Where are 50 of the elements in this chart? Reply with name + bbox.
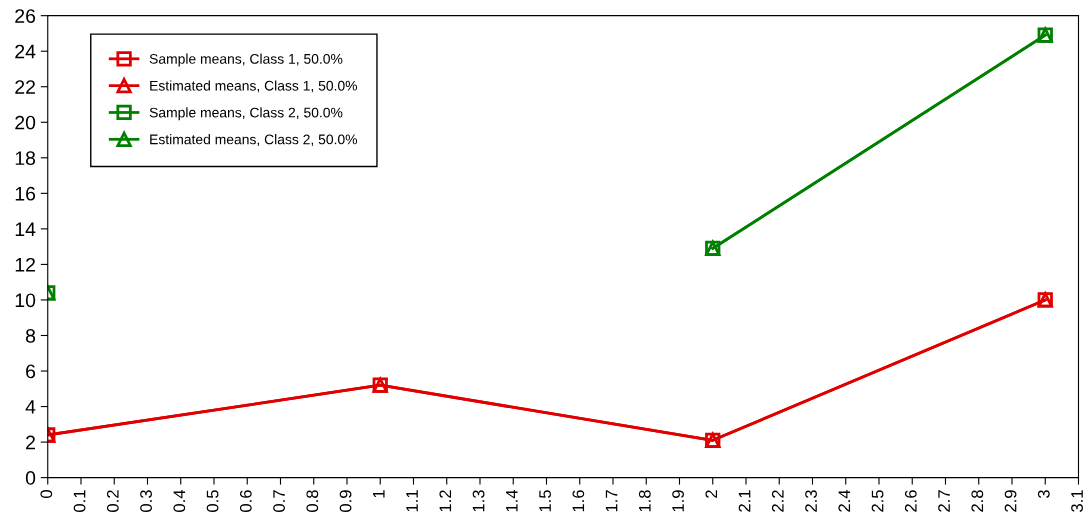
y-tick-label: 18 (15, 151, 36, 166)
x-tick-label: 2.4 (838, 489, 851, 512)
y-tick-label: 0 (25, 471, 36, 485)
x-tick-label: 0.3 (140, 490, 152, 512)
x-tick-label: 2 (705, 490, 718, 498)
y-tick-label: 24 (15, 44, 36, 59)
x-tick-label: 0.8 (306, 490, 319, 512)
x-tick-label: 3.1 (1071, 490, 1083, 512)
y-tick-label: 2 (26, 435, 35, 450)
x-tick-label: 2.7 (938, 490, 950, 512)
legend-label: Estimated means, Class 2, 50.0% (150, 134, 358, 146)
legend-label: Sample means, Class 1, 50.0% (149, 53, 343, 67)
x-tick-label: 2.5 (871, 490, 884, 512)
y-tick-label: 14 (15, 222, 36, 236)
x-tick-label: 0.7 (273, 490, 285, 512)
x-tick-label: 2.6 (904, 490, 917, 512)
y-tick-label: 16 (15, 186, 36, 201)
x-tick-label: 0.9 (339, 490, 352, 512)
legend-label: Sample means, Class 2, 50.0% (149, 107, 343, 121)
x-tick-label: 0.5 (206, 490, 219, 512)
x-tick-label: 0.6 (239, 490, 252, 512)
x-tick-label: 2.9 (1004, 490, 1017, 512)
y-tick-label: 22 (15, 80, 35, 94)
x-tick-label: 1.3 (472, 490, 485, 512)
x-tick-label: 0.4 (173, 489, 186, 512)
x-tick-label: 1.1 (406, 490, 418, 512)
x-tick-label: 2.2 (771, 490, 784, 512)
y-tick-label: 4 (25, 400, 36, 414)
y-tick-label: 8 (25, 328, 36, 343)
x-tick-label: 3 (1037, 490, 1050, 499)
x-tick-label: 2.8 (971, 490, 984, 512)
x-tick-label: 1.9 (672, 490, 684, 512)
y-tick-label: 6 (26, 364, 36, 379)
x-tick-label: 1.8 (638, 490, 651, 512)
y-tick-label: 12 (15, 257, 35, 272)
x-tick-label: 1 (373, 490, 385, 498)
x-tick-label: 0 (40, 490, 53, 499)
x-tick-label: 1.4 (506, 489, 518, 512)
x-tick-label: 1.2 (439, 490, 452, 512)
x-tick-label: 1.5 (539, 490, 551, 512)
y-tick-label: 26 (15, 9, 36, 23)
x-tick-label: 2.3 (805, 490, 817, 512)
x-tick-label: 0.2 (106, 490, 119, 512)
legend-label: Estimated means, Class 1, 50.0% (150, 80, 358, 93)
x-tick-label: 1.7 (605, 490, 618, 512)
y-tick-label: 10 (15, 293, 36, 308)
x-tick-label: 1.6 (572, 490, 585, 512)
x-tick-label: 0.1 (73, 490, 86, 512)
x-tick-label: 2.1 (738, 490, 751, 512)
y-tick-label: 20 (15, 115, 36, 130)
